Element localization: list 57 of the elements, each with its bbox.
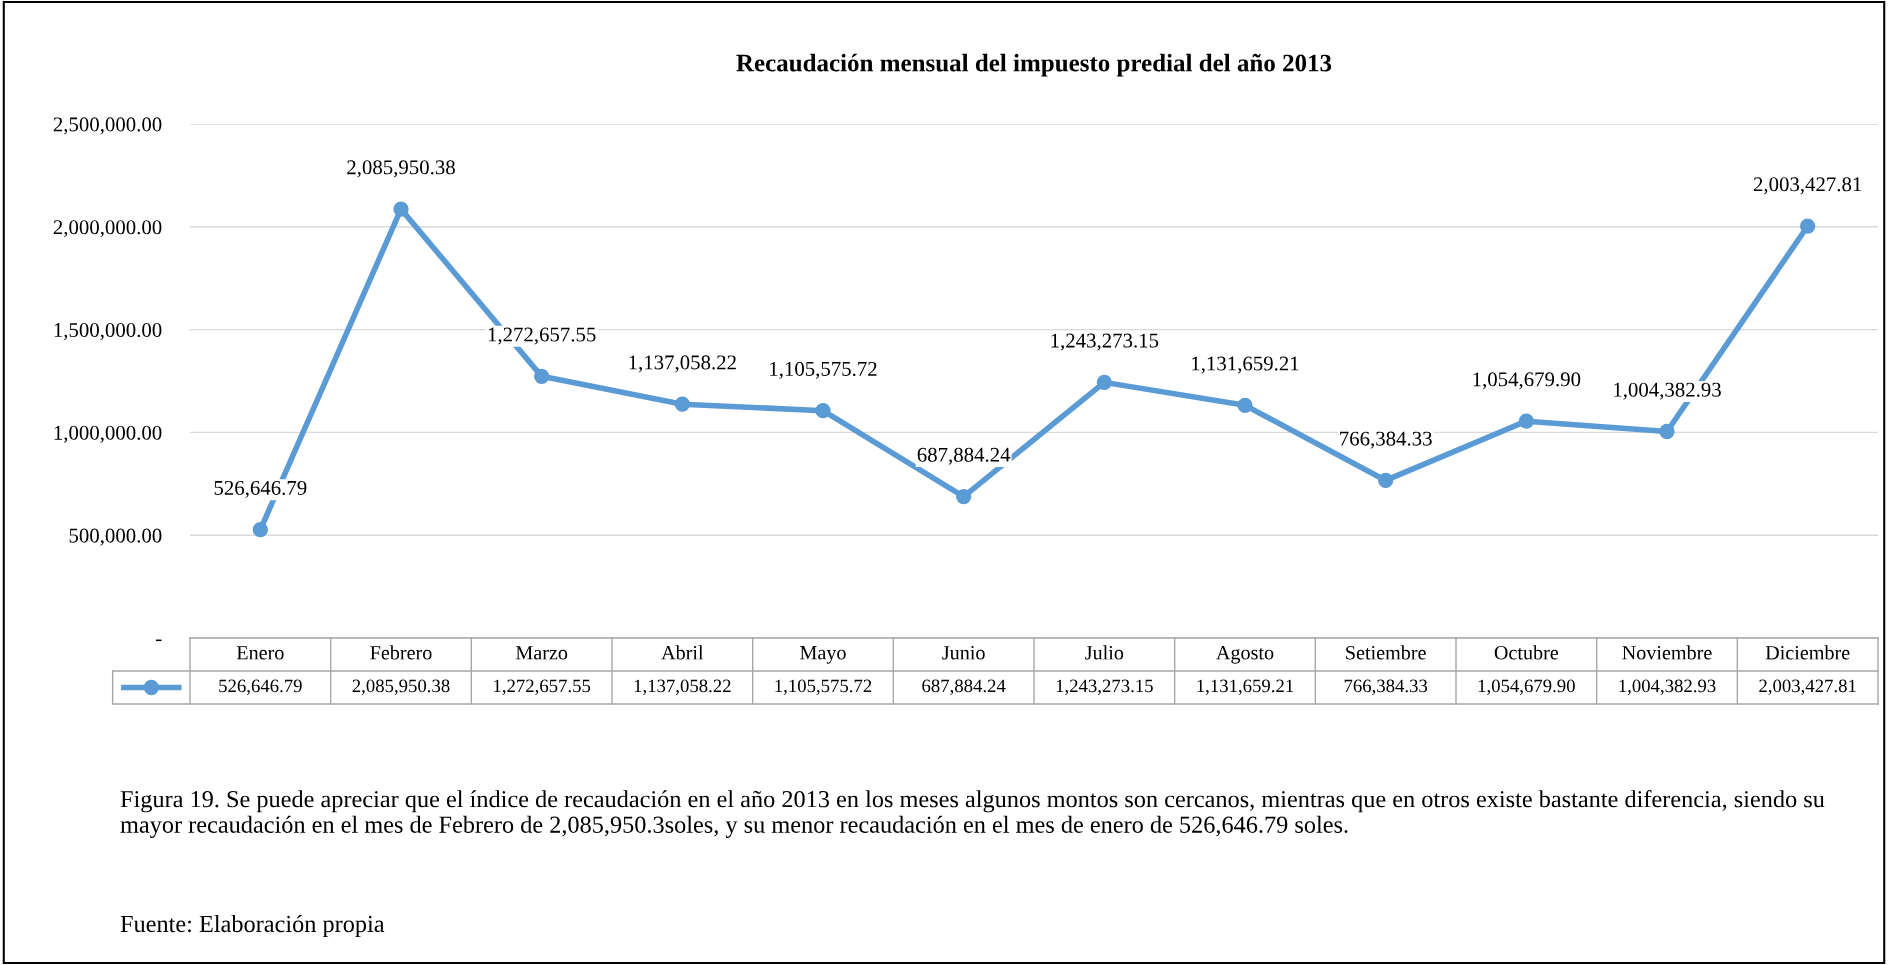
x-tick-label: Febrero xyxy=(370,645,432,660)
text: 1,105,575.72 xyxy=(770,361,877,379)
text: 2,085,950.38 xyxy=(347,160,455,178)
y-tick-label: 1,000,000.00 xyxy=(54,425,162,443)
point xyxy=(1237,397,1253,413)
point xyxy=(815,403,831,419)
data-label: 2,003,427.81 xyxy=(1759,679,1856,695)
point xyxy=(393,201,409,217)
text: 1,243,273.15 xyxy=(1051,333,1159,351)
x-tick-label: Abril xyxy=(661,645,704,660)
text: 687,884.24 xyxy=(917,447,1011,465)
x-tick-label: Enero xyxy=(236,646,284,660)
chart-title: Recaudación mensual del impuesto predial del año 2013 xyxy=(736,53,1332,77)
data-label: 2,085,950.38 xyxy=(352,679,450,695)
x-tick-label: Junio xyxy=(942,646,985,660)
source-note: Fuente: Elaboración propia xyxy=(120,915,385,938)
y-tick-label: 2,000,000.00 xyxy=(53,220,162,238)
x-tick-label: Noviembre xyxy=(1622,645,1712,660)
x-tick-label: Julio xyxy=(1085,645,1124,660)
x-tick-label: Mayo xyxy=(800,646,846,664)
text: 1,272,657.55 xyxy=(488,327,596,345)
text: 1,004,382.93 xyxy=(1614,382,1721,400)
data-label: 1,137,058.22 xyxy=(634,679,731,695)
point xyxy=(674,396,690,412)
data-label: 1,004,382.93 xyxy=(1619,679,1716,695)
text: 766,384.33 xyxy=(1340,431,1432,449)
text: 526,646.79 xyxy=(214,480,307,498)
point xyxy=(1096,374,1112,391)
y-tick-label: 2,500,000.00 xyxy=(53,117,162,135)
text: 2,003,427.81 xyxy=(1753,177,1862,195)
point xyxy=(534,368,550,384)
x-tick-label: Agosto xyxy=(1216,645,1274,664)
point xyxy=(956,488,972,505)
data-label: 766,384.33 xyxy=(1344,679,1428,695)
data-label: 1,272,657.55 xyxy=(494,679,591,695)
y-tick-label: - xyxy=(156,639,162,642)
point xyxy=(1659,423,1675,440)
data-label: 687,884.24 xyxy=(922,679,1006,695)
x-tick-label: Setiembre xyxy=(1346,645,1426,660)
data-label: 1,243,273.15 xyxy=(1056,679,1153,695)
point xyxy=(1800,218,1816,234)
point xyxy=(1378,472,1394,489)
text: 1,054,679.90 xyxy=(1473,372,1581,390)
y-tick-label: 1,500,000.00 xyxy=(54,322,162,341)
data-label: 1,054,679.90 xyxy=(1478,679,1575,695)
point xyxy=(1518,413,1534,429)
data-label: 1,131,659.21 xyxy=(1197,679,1294,695)
x-tick-label: Marzo xyxy=(515,646,568,660)
data-label: 1,105,575.72 xyxy=(775,679,872,695)
text: Figura 19. Se puede apreciar que el índice de recaudación en el año 2013 en los meses algunos montos son cercanos, mientras que en otros existe bastante diferencia, siendo su mayor recaudación en el mes de Febrero de 2,085,950.3soles, y su menor recaudación en el mes de enero de 526,646.79 soles. xyxy=(120,790,1825,838)
point xyxy=(252,522,268,538)
x-tick-label: Diciembre xyxy=(1765,645,1850,660)
data-label: 526,646.79 xyxy=(219,679,302,695)
text: 1,137,058.22 xyxy=(629,355,736,373)
x-tick-label: Octubre xyxy=(1494,645,1559,660)
y-tick-label: 500,000.00 xyxy=(69,528,162,546)
text: 1,131,659.21 xyxy=(1192,356,1299,374)
